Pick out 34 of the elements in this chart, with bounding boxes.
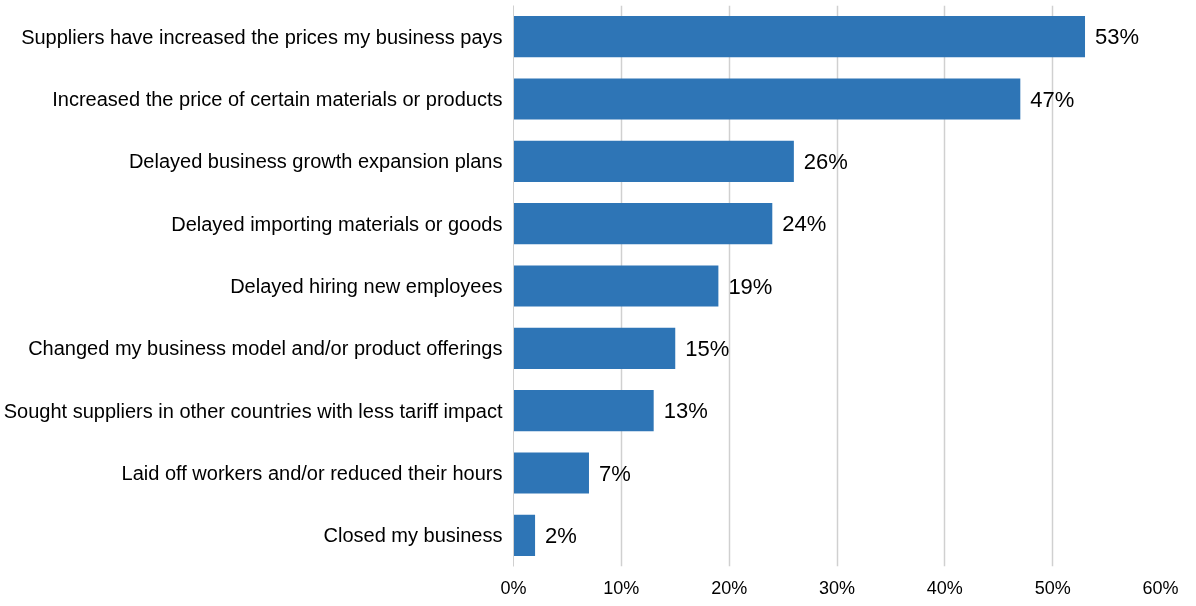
data-label: 2% [545, 522, 577, 548]
x-tick-label: 50% [1034, 577, 1071, 598]
bar [513, 78, 1021, 120]
data-label: 26% [803, 148, 848, 174]
data-label: 15% [685, 335, 730, 361]
x-tick-label: 10% [603, 577, 640, 598]
y-tick-label: Delayed importing materials or goods [171, 212, 503, 235]
bar [513, 16, 1086, 58]
y-tick-label: Closed my business [323, 524, 503, 547]
bar [513, 390, 654, 432]
y-tick-label: Changed my business model and/or product offerings [28, 337, 503, 360]
data-label: 19% [728, 273, 773, 299]
bar [513, 452, 589, 494]
y-tick-label: Increased the price of certain materials or products [52, 88, 503, 110]
x-tick-label: 0% [500, 577, 527, 598]
y-tick-label: Delayed business growth expansion plans [128, 150, 503, 173]
bar [513, 140, 794, 182]
data-label: 53% [1095, 24, 1140, 50]
x-tick-label: 40% [926, 577, 963, 598]
bar [513, 265, 719, 307]
data-label: 13% [663, 398, 708, 424]
x-tick-label: 30% [818, 577, 856, 598]
bar [513, 514, 536, 556]
x-tick-label: 60% [1142, 577, 1179, 598]
data-label: 7% [598, 460, 631, 486]
data-label: 47% [1030, 86, 1075, 112]
bar [513, 203, 773, 245]
y-tick-label: Sought suppliers in other countries with less tariff impact [3, 399, 503, 422]
data-label: 24% [782, 211, 827, 237]
x-tick-label: 20% [711, 577, 748, 598]
y-tick-label: Suppliers have increased the prices my business pays [21, 25, 503, 48]
y-tick-label: Delayed hiring new employees [230, 275, 503, 297]
bar [513, 327, 676, 369]
y-tick-label: Laid off workers and/or reduced their hours [121, 462, 503, 484]
